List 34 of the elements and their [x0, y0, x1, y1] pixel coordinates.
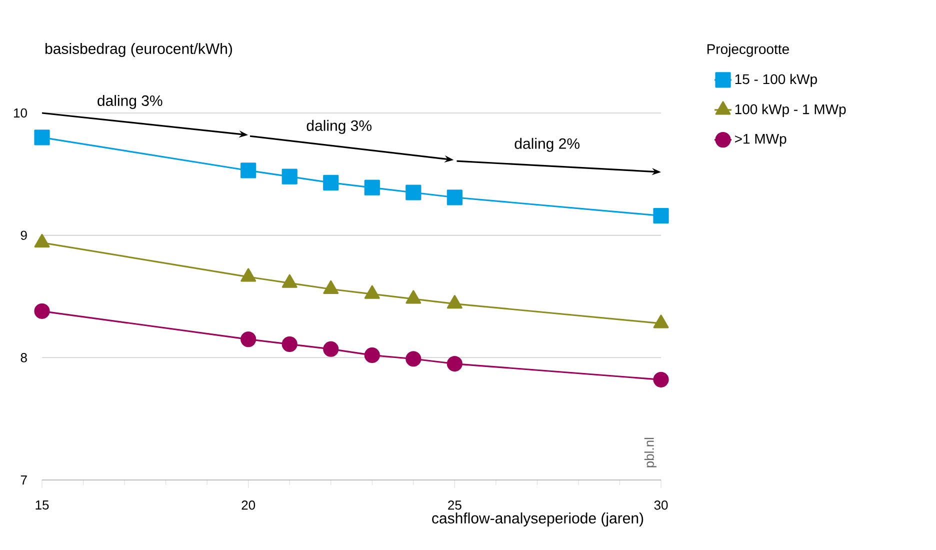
- legend-label: 15 - 100 kWp: [735, 74, 817, 87]
- point: [323, 341, 339, 357]
- legend-label: 100 kWp - 1 MWp: [735, 104, 846, 117]
- legend-title: Projecgrootte: [707, 44, 789, 57]
- point: [653, 208, 669, 224]
- point: [653, 372, 669, 388]
- annotation: daling 3%: [306, 120, 372, 134]
- x-axis-title: cashflow-analyseperiode (jaren): [432, 512, 644, 526]
- point: [323, 174, 339, 191]
- x-tick-label: 15: [36, 500, 49, 510]
- annotation: daling 2%: [514, 138, 580, 152]
- point: [240, 162, 256, 178]
- y-axis-title: basisbedrag (eurocent/kWh): [46, 42, 232, 57]
- y-tick-label: 9: [20, 230, 27, 240]
- y-tick-label: 8: [20, 353, 27, 362]
- legend-label: >1 MWp: [735, 134, 786, 147]
- point: [34, 303, 50, 319]
- x-tick-label: 25: [448, 500, 462, 510]
- x-tick-label: 20: [242, 500, 256, 510]
- point: [364, 180, 380, 196]
- point: [406, 184, 422, 200]
- annotation: pbl.nl: [644, 438, 656, 468]
- text: daling 3%: [98, 94, 162, 109]
- y-tick-label: 7: [20, 476, 27, 484]
- point: [282, 168, 298, 184]
- x-tick-label: 30: [654, 500, 668, 510]
- point: [282, 336, 298, 352]
- point: [406, 351, 422, 367]
- point: [364, 347, 380, 364]
- point: [446, 190, 462, 206]
- point: [34, 130, 50, 146]
- y-tick-label: 10: [14, 108, 27, 118]
- point: [240, 332, 256, 348]
- point: [446, 356, 462, 372]
